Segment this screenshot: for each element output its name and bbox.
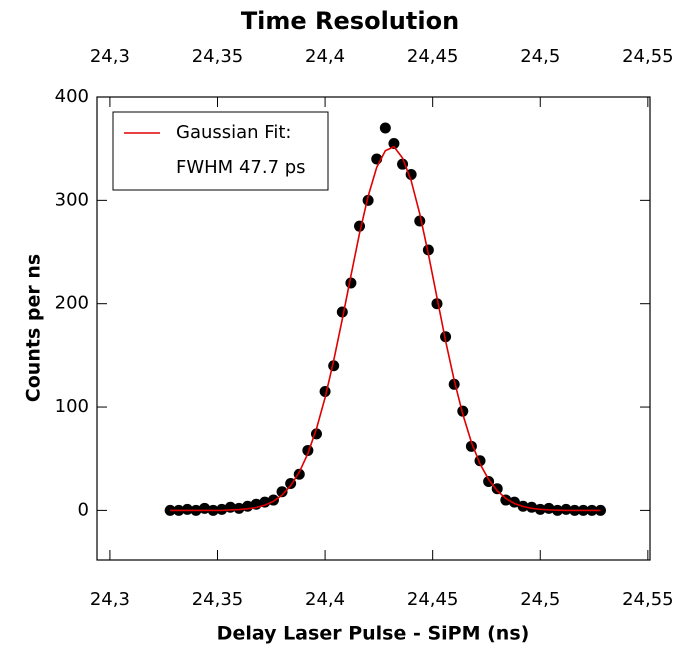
legend-box xyxy=(112,111,329,191)
data-point xyxy=(448,378,460,390)
x-tick-label: 24,35 xyxy=(192,589,244,610)
plot-frame xyxy=(96,96,651,561)
fit-line xyxy=(170,145,601,512)
data-point xyxy=(526,501,538,513)
x-tick-label-top: 24,4 xyxy=(305,46,345,67)
x-tick-label: 24,5 xyxy=(520,589,560,610)
data-point xyxy=(422,244,434,256)
data-point xyxy=(560,503,572,515)
y-tick-label: 200 xyxy=(55,293,89,314)
data-point xyxy=(362,194,374,206)
x-tick-label-top: 24,45 xyxy=(407,46,459,67)
data-point xyxy=(431,298,443,310)
x-tick-label-top: 24,5 xyxy=(520,46,560,67)
data-point xyxy=(328,360,340,372)
data-point xyxy=(500,494,512,506)
x-tick-label-top: 24,35 xyxy=(192,46,244,67)
x-tick-label: 24,45 xyxy=(407,589,459,610)
data-point xyxy=(388,138,400,150)
chart-title: Time Resolution xyxy=(241,7,459,35)
y-axis-label: Counts per ns xyxy=(23,254,45,402)
data-point xyxy=(379,122,391,134)
x-tick-label: 24,4 xyxy=(305,589,345,610)
data-point xyxy=(276,486,288,498)
data-point xyxy=(543,502,555,514)
legend-note: FWHM 47.7 ps xyxy=(176,157,306,178)
data-point xyxy=(259,496,271,508)
data-point xyxy=(233,502,245,514)
y-tick-label: 100 xyxy=(55,396,89,417)
data-point xyxy=(181,503,193,515)
y-tick-label: 300 xyxy=(55,189,89,210)
legend-label: Gaussian Fit: xyxy=(176,122,291,143)
data-point xyxy=(216,503,228,515)
x-tick-label: 24,3 xyxy=(90,589,130,610)
data-point xyxy=(164,504,176,516)
y-tick-label: 0 xyxy=(78,499,89,520)
data-point xyxy=(440,331,452,343)
x-tick-label-top: 24,3 xyxy=(90,46,130,67)
y-tick-label: 400 xyxy=(55,86,89,107)
x-tick-label-top: 24,55 xyxy=(622,46,674,67)
data-point xyxy=(267,494,279,506)
x-axis-label: Delay Laser Pulse - SiPM (ns) xyxy=(217,623,530,645)
x-tick-label: 24,55 xyxy=(622,589,674,610)
